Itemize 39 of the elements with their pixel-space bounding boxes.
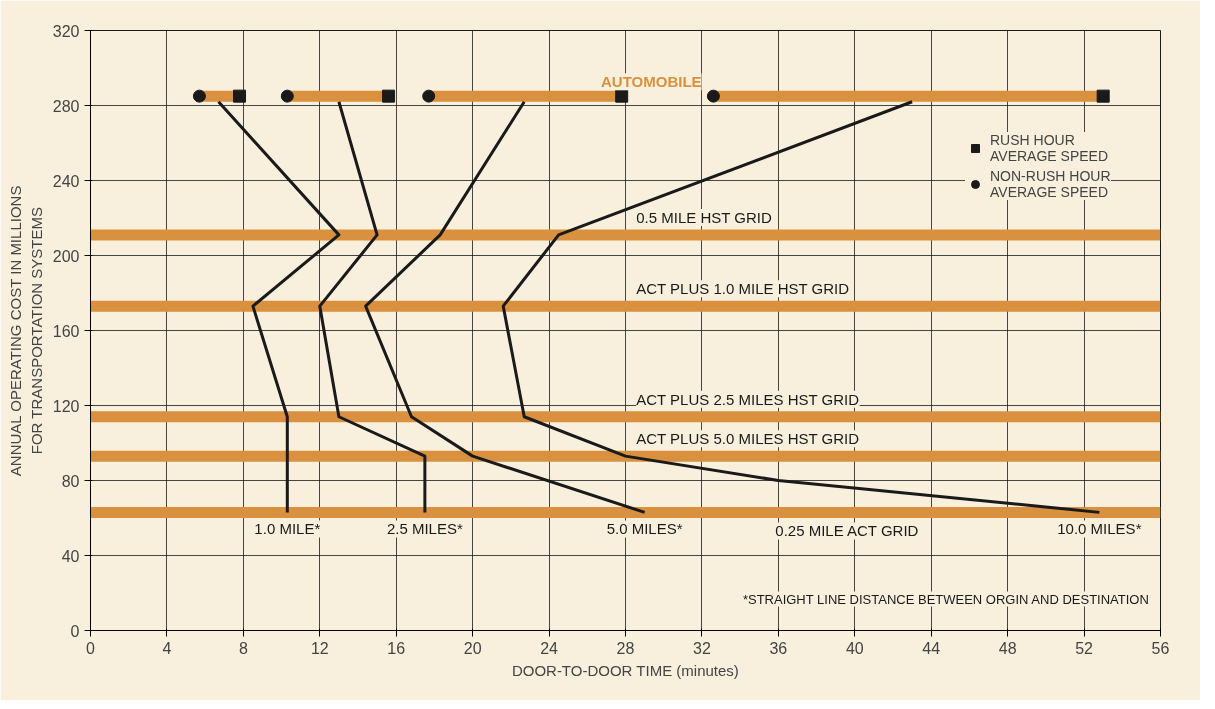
y-axis-title: ANNUAL OPERATING COST IN MILLIONS FOR TRANSPORTATION SYSTEMS — [7, 185, 45, 477]
y-tick-label: 0 — [70, 622, 80, 640]
x-tick-label: 8 — [238, 639, 248, 657]
x-tick-label: 52 — [1075, 639, 1094, 657]
x-tick-label: 20 — [463, 639, 482, 657]
x-tick-label: 12 — [310, 639, 329, 657]
x-tick-label: 4 — [162, 639, 172, 657]
x-tick-label: 36 — [769, 639, 788, 657]
x-tick-label: 56 — [1151, 639, 1170, 657]
ref-line-label: ACT PLUS 1.0 MILE HST GRID — [636, 280, 850, 298]
y-tick-label: 320 — [52, 22, 80, 40]
y-tick-label: 40 — [61, 547, 80, 565]
series-label: 2.5 MILES* — [386, 520, 463, 538]
x-axis-title: DOOR-TO-DOOR TIME (minutes) — [511, 661, 739, 679]
y-tick-label: 160 — [52, 322, 80, 340]
x-tick-label: 28 — [616, 639, 635, 657]
x-tick-label: 48 — [998, 639, 1017, 657]
ref-line-label: ACT PLUS 2.5 MILES HST GRID — [636, 390, 860, 408]
series-label: 5.0 MILES* — [606, 520, 683, 538]
series-label: 1.0 MILE* — [254, 520, 321, 538]
y-tick-label: 80 — [61, 472, 80, 490]
y-tick-label: 120 — [52, 397, 80, 415]
x-tick-label: 40 — [845, 639, 864, 657]
legend-label: RUSH HOUR AVERAGE SPEED — [990, 132, 1109, 164]
x-tick-label: 16 — [387, 639, 406, 657]
ref-line-label: 0.25 MILE ACT GRID — [775, 522, 919, 540]
legend-label: NON-RUSH HOUR AVERAGE SPEED — [990, 168, 1111, 200]
x-tick-label: 32 — [693, 639, 711, 657]
y-tick-label: 200 — [52, 247, 80, 265]
series-label: AUTOMOBILE — [601, 73, 702, 91]
annotation: *STRAIGHT LINE DISTANCE BETWEEN ORGIN AND DESTINATION — [742, 591, 1149, 607]
ref-line-label: ACT PLUS 5.0 MILES HST GRID — [636, 430, 860, 448]
ref-line-label: 0.5 MILE HST GRID — [636, 208, 772, 226]
y-tick-label: 240 — [52, 172, 80, 190]
x-tick-label: 0 — [86, 639, 96, 657]
x-tick-label: 44 — [922, 639, 941, 657]
x-tick-label: 24 — [540, 639, 559, 657]
series-label: 10.0 MILES* — [1057, 520, 1142, 538]
y-tick-label: 280 — [52, 97, 80, 115]
